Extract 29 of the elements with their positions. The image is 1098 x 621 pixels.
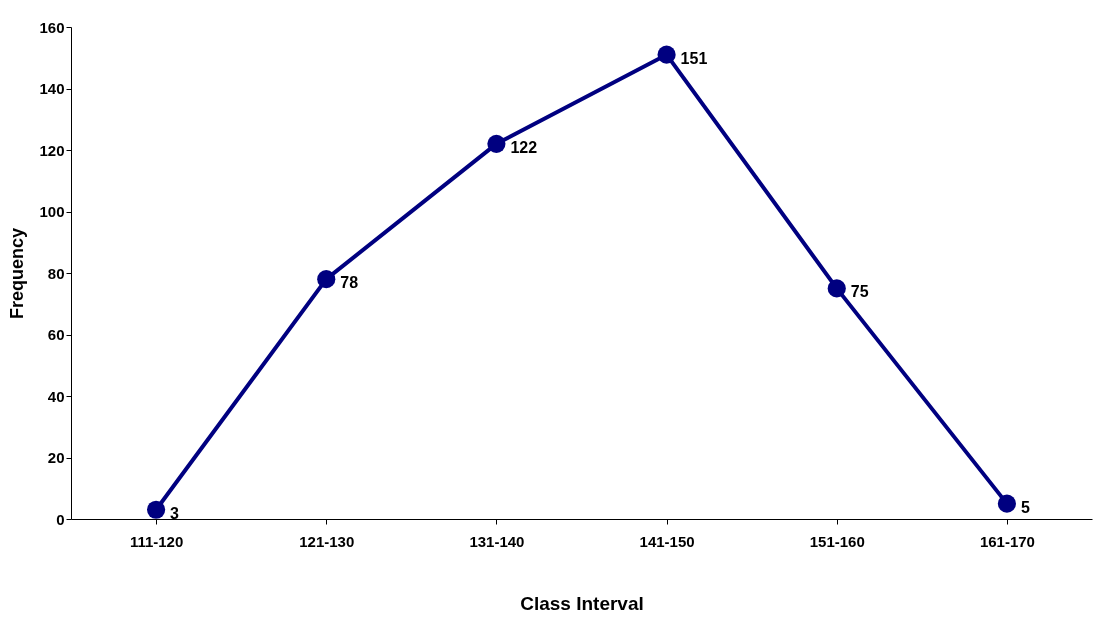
- x-tick-label: 131-140: [469, 532, 525, 550]
- data-label: 78: [340, 274, 359, 292]
- data-label: 151: [680, 49, 708, 67]
- y-tick-label: 60: [47, 326, 65, 343]
- data-label: 3: [170, 504, 180, 522]
- point: [317, 270, 336, 289]
- x-tick-label: 161-170: [979, 532, 1035, 550]
- y-tick-label: 80: [47, 264, 65, 282]
- y-tick-label: 40: [47, 387, 65, 405]
- point: [997, 494, 1016, 513]
- point: [827, 279, 846, 298]
- y-tick-label: 0: [56, 510, 65, 528]
- data-label: 122: [510, 138, 538, 156]
- y-tick-label: 120: [39, 141, 65, 159]
- y-axis-title: Frequency: [7, 227, 28, 320]
- point: [657, 45, 676, 64]
- data-label: 5: [1020, 498, 1030, 516]
- x-axis-title: Class Interval: [520, 592, 644, 614]
- x-tick-label: 151-160: [809, 532, 865, 550]
- point: [147, 500, 166, 519]
- point: [487, 134, 506, 153]
- x-tick-label: 121-130: [299, 532, 355, 550]
- x-tick-label: 111-120: [129, 532, 184, 550]
- y-tick-label: 140: [39, 80, 65, 97]
- data-label: 75: [850, 283, 869, 301]
- y-tick-label: 160: [39, 18, 65, 36]
- y-tick-label: 20: [47, 449, 65, 466]
- y-tick-label: 100: [39, 203, 65, 220]
- x-tick-label: 141-150: [639, 532, 695, 550]
